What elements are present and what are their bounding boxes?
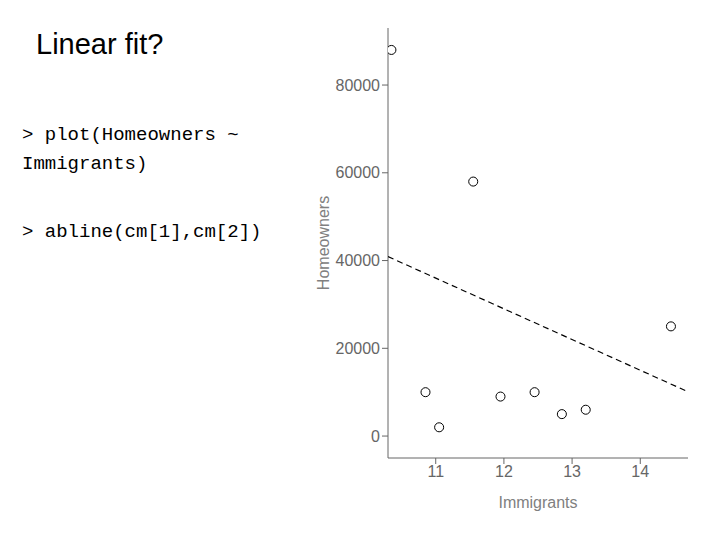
svg-text:80000: 80000 <box>336 77 381 94</box>
html-text:> abline(cm[1],cm[2]): > abline(cm[1],cm[2]) <box>22 221 262 243</box>
svg-text:0: 0 <box>371 428 380 445</box>
svg-text:11: 11 <box>427 463 444 480</box>
html-text:> plot(Homeowners ~ Immigrants: > plot(Homeowners ~ Immigrants) <box>22 124 239 175</box>
svg-text:40000: 40000 <box>336 252 381 269</box>
html-text:Linear fit?: Linear fit? <box>36 28 164 60</box>
svg-text:12: 12 <box>495 463 513 480</box>
svg-text:20000: 20000 <box>336 340 381 357</box>
svg-text:60000: 60000 <box>336 164 381 181</box>
svg-text:Homeowners: Homeowners <box>315 196 332 290</box>
svg-text:14: 14 <box>631 463 649 480</box>
svg-text:13: 13 <box>563 463 581 480</box>
svg-text:Immigrants: Immigrants <box>498 494 577 511</box>
